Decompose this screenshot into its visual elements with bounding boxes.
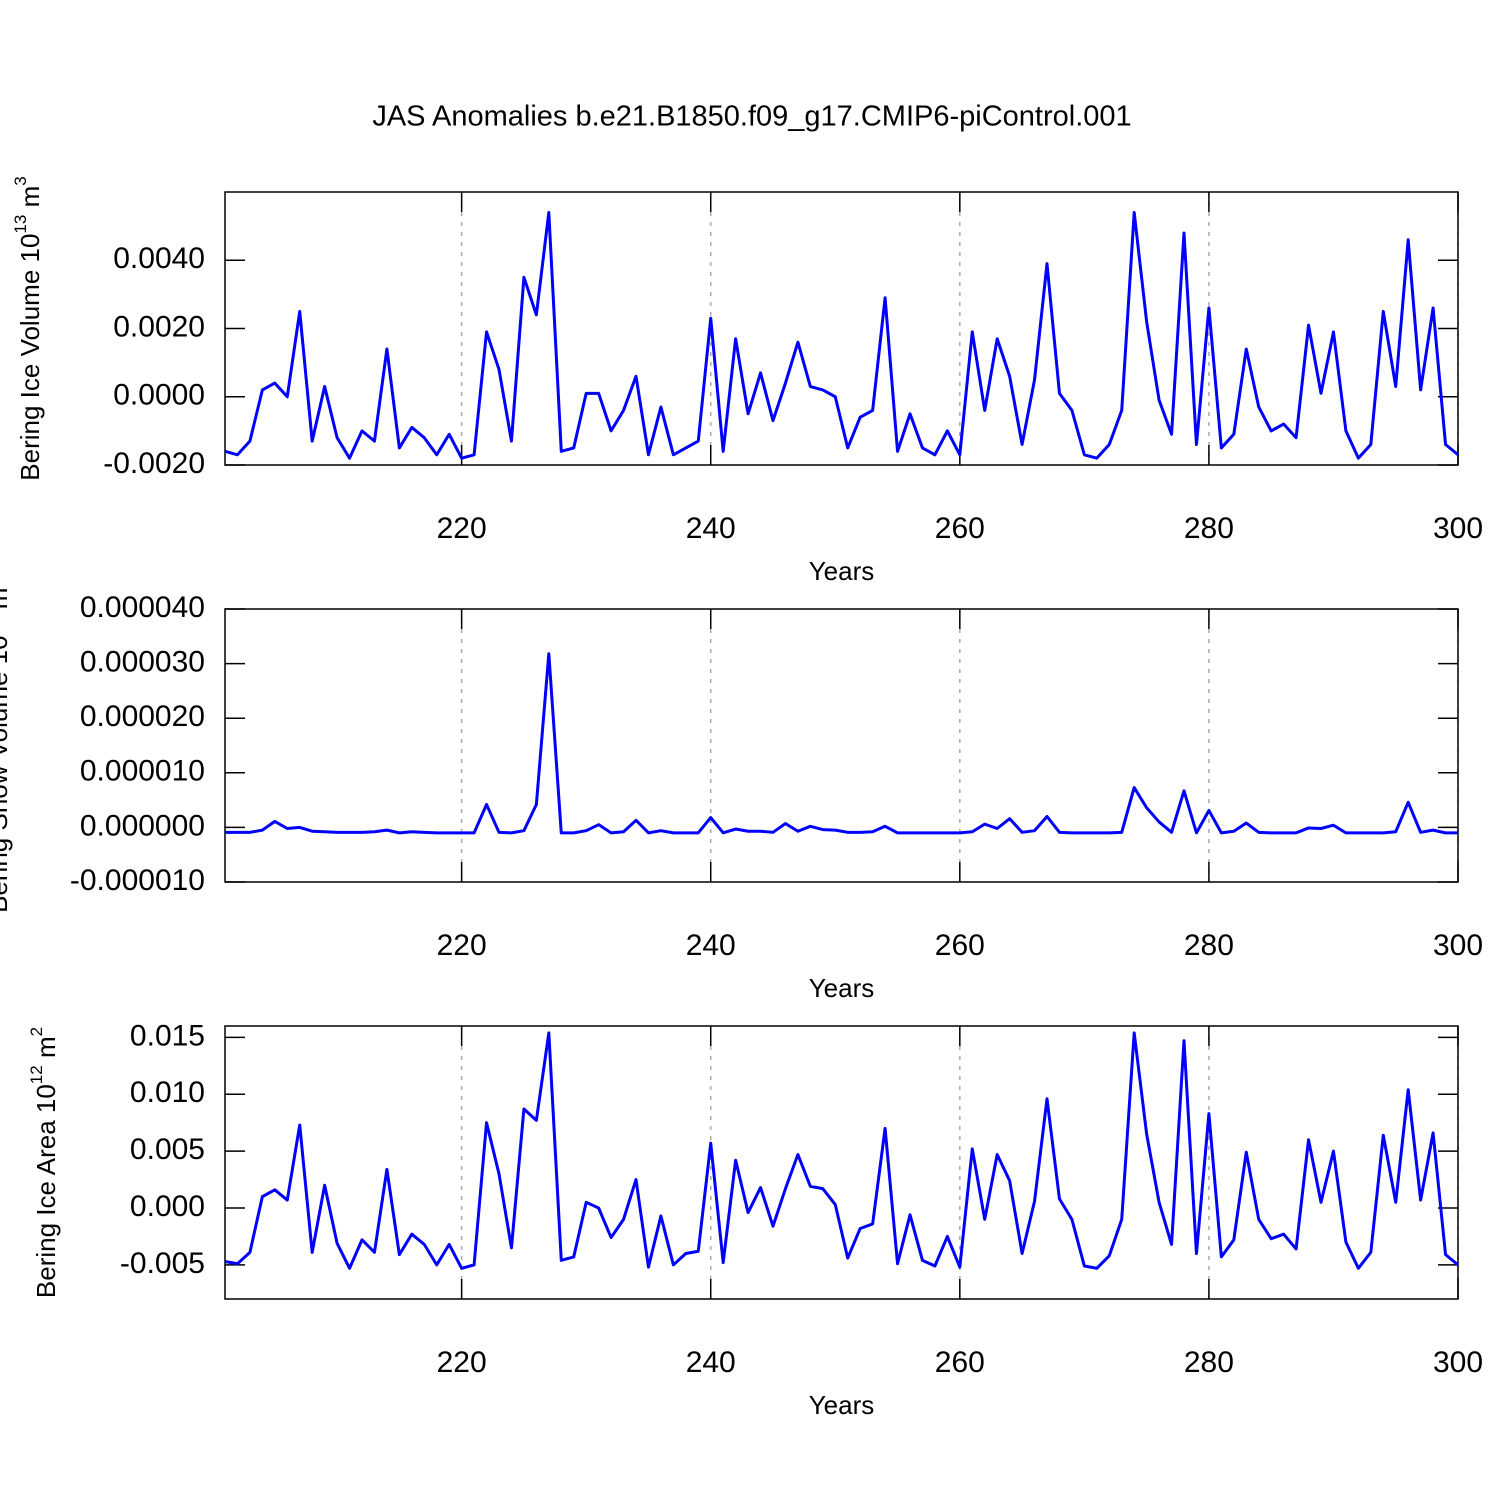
- x-tick-label: 300: [1433, 1346, 1483, 1379]
- y-axis-label-exponent: 13: [11, 215, 30, 234]
- x-tick-label: 260: [935, 929, 985, 962]
- y-tick-label: -0.000010: [70, 864, 205, 897]
- x-tick-label: 220: [437, 929, 487, 962]
- plot-frame: [224, 191, 1459, 466]
- plot-frame: [224, 608, 1459, 883]
- x-axis-label: Years: [809, 973, 875, 1003]
- y-tick-label: -0.005: [120, 1247, 205, 1280]
- x-tick-label: 240: [686, 1346, 736, 1379]
- y-tick-label: 0.015: [130, 1019, 205, 1052]
- y-axis-label: Bering Snow Volume 1013 m3: [0, 578, 13, 913]
- y-tick-label: 0.000040: [80, 591, 205, 624]
- x-tick-label: 300: [1433, 512, 1483, 545]
- y-axis-label-unit: m: [15, 186, 45, 208]
- y-axis-label-text: Bering Ice Volume 10: [15, 234, 45, 481]
- x-axis-label: Years: [809, 1390, 875, 1420]
- y-tick-label: 0.005: [130, 1133, 205, 1166]
- y-axis-label-text: Bering Snow Volume 10: [0, 635, 13, 913]
- y-tick-label: 0.000020: [80, 700, 205, 733]
- y-axis-label-space: [31, 1058, 61, 1065]
- x-tick-label: 260: [935, 1346, 985, 1379]
- y-tick-label: 0.010: [130, 1076, 205, 1109]
- y-tick-label: 0.0000: [113, 379, 205, 412]
- y-axis-label: Bering Ice Volume 1013 m3: [11, 176, 44, 480]
- y-axis-label-exponent: 12: [27, 1065, 46, 1084]
- data-line: [224, 210, 1459, 460]
- y-tick-label: 0.000: [130, 1190, 205, 1223]
- x-tick-label: 220: [437, 512, 487, 545]
- y-axis-label-unit: m: [0, 588, 13, 610]
- y-axis-label-unit-exponent: 2: [27, 1027, 46, 1036]
- x-tick-label: 260: [935, 512, 985, 545]
- data-line: [224, 1031, 1459, 1270]
- x-tick-label: 220: [437, 1346, 487, 1379]
- y-tick-label: -0.0020: [103, 447, 205, 480]
- y-tick-label: 0.0040: [113, 242, 205, 275]
- x-tick-label: 240: [686, 512, 736, 545]
- y-tick-label: 0.000030: [80, 646, 205, 679]
- y-axis-label-text: Bering Ice Area 10: [31, 1084, 61, 1298]
- y-axis-label: Bering Ice Area 1012 m2: [27, 1027, 60, 1298]
- plot-frame: [224, 1025, 1459, 1300]
- y-axis-label-unit-exponent: 3: [11, 176, 30, 185]
- x-tick-label: 280: [1184, 1346, 1234, 1379]
- y-axis-label-space: [15, 207, 45, 214]
- x-axis-label: Years: [809, 556, 875, 586]
- x-tick-label: 300: [1433, 929, 1483, 962]
- y-tick-label: 0.000010: [80, 755, 205, 788]
- x-tick-label: 280: [1184, 512, 1234, 545]
- x-tick-label: 280: [1184, 929, 1234, 962]
- y-tick-label: 0.0020: [113, 310, 205, 343]
- x-tick-label: 240: [686, 929, 736, 962]
- chart-title: JAS Anomalies b.e21.B1850.f09_g17.CMIP6-…: [372, 101, 1131, 133]
- y-axis-label-space: [0, 609, 13, 616]
- y-tick-label: 0.000000: [80, 809, 205, 842]
- y-axis-label-unit: m: [31, 1036, 61, 1058]
- data-line: [225, 652, 1458, 835]
